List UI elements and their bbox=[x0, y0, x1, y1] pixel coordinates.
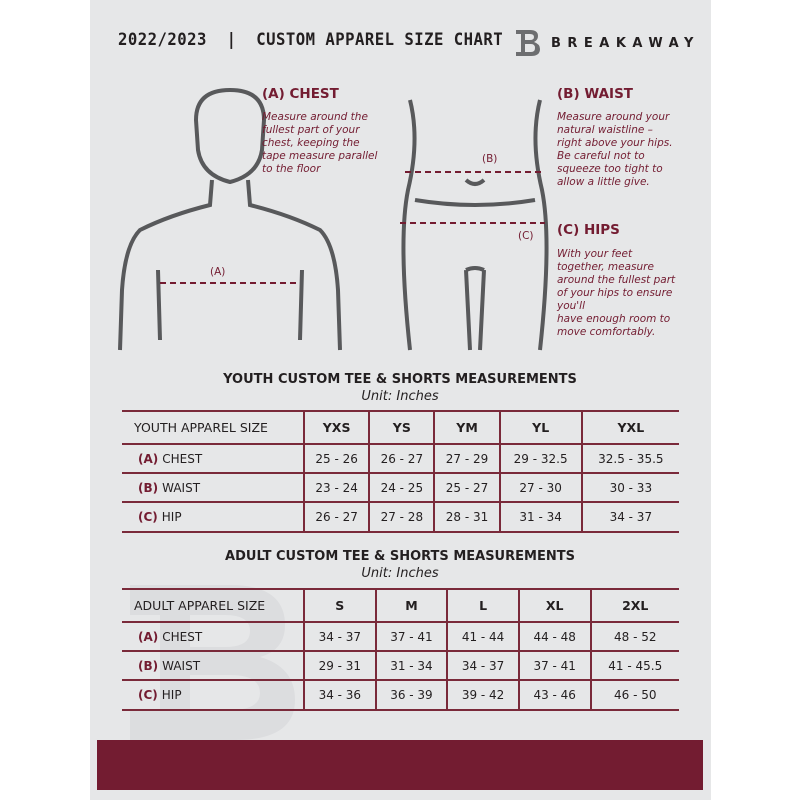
measure-label: HIP bbox=[161, 688, 182, 702]
header-cell: XL bbox=[517, 588, 591, 623]
measure-label-cell: (B) WAIST bbox=[122, 473, 304, 503]
table-row: (B) WAIST 23 - 24 24 - 25 25 - 27 27 - 30 30 -… bbox=[122, 473, 679, 503]
value-cell: 34 - 37 bbox=[580, 502, 679, 533]
table-row: (A) CHEST 25 - 26 26 - 27 27 - 29 29 - 32.5 32… bbox=[122, 444, 679, 474]
measure-tag: (B) bbox=[138, 480, 159, 495]
header-cell: YXS bbox=[302, 410, 370, 445]
page-title: 2022/2023 | CUSTOM APPAREL SIZE CHART bbox=[118, 30, 504, 50]
chest-heading: (A) CHEST bbox=[262, 86, 339, 102]
chest-description: Measure around the fullest part of your ch… bbox=[262, 111, 378, 175]
youth-table-title: YOUTH CUSTOM TEE & SHORTS MEASUREMENTS bbox=[223, 372, 577, 387]
header-cell: L bbox=[446, 588, 519, 623]
value-cell: 29 - 32.5 bbox=[498, 444, 582, 474]
value-cell: 23 - 24 bbox=[302, 473, 370, 503]
measure-tag: (C) bbox=[138, 688, 158, 702]
header-cell: YOUTH APPAREL SIZE bbox=[122, 410, 304, 445]
measure-label-cell: (C) HIP bbox=[122, 680, 304, 711]
adult-table-unit: Unit: Inches bbox=[361, 566, 439, 581]
header-cell: 2XL bbox=[589, 588, 679, 623]
table-row: (C) HIP 26 - 27 27 - 28 28 - 31 31 - 34 34 - 3… bbox=[122, 502, 679, 533]
table-header-row: YOUTH APPAREL SIZE YXS YS YM YL YXL bbox=[122, 410, 679, 445]
footer-bar bbox=[97, 740, 703, 790]
value-cell: 25 - 27 bbox=[433, 473, 500, 503]
header-cell: M bbox=[374, 588, 448, 623]
body-figures bbox=[118, 87, 549, 351]
value-cell: 37 - 41 bbox=[374, 622, 448, 652]
measure-label: WAIST bbox=[162, 658, 201, 673]
measure-label: HIP bbox=[161, 510, 182, 524]
value-cell: 34 - 37 bbox=[446, 651, 519, 681]
value-cell: 36 - 39 bbox=[374, 680, 448, 711]
brand-logo: BREAKAWAY bbox=[513, 26, 700, 60]
youth-size-table: YOUTH APPAREL SIZE YXS YS YM YL YXL (A) CHEST 25… bbox=[122, 410, 679, 533]
value-cell: 29 - 31 bbox=[303, 651, 376, 681]
header-cell: YM bbox=[433, 410, 500, 445]
breakaway-logo-icon bbox=[516, 30, 540, 56]
waist-heading: (B) WAIST bbox=[557, 86, 634, 102]
adult-table-title: ADULT CUSTOM TEE & SHORTS MEASUREMENTS bbox=[225, 549, 575, 564]
adult-size-table: ADULT APPAREL SIZE S M L XL 2XL (A) CHEST 34 - 3… bbox=[122, 588, 679, 711]
measure-label: CHEST bbox=[162, 629, 203, 644]
waist-marker: (B) bbox=[482, 153, 498, 165]
value-cell: 34 - 37 bbox=[303, 622, 376, 652]
table-row: (B) WAIST 29 - 31 31 - 34 34 - 37 37 - 41 41 -… bbox=[122, 651, 679, 681]
upper-body-figure-icon bbox=[118, 87, 342, 351]
value-cell: 28 - 31 bbox=[433, 502, 500, 533]
header-cell: YS bbox=[368, 410, 435, 445]
value-cell: 27 - 30 bbox=[498, 473, 582, 503]
measure-label-cell: (A) CHEST bbox=[122, 444, 304, 474]
value-cell: 26 - 27 bbox=[302, 502, 370, 533]
hips-heading: (C) HIPS bbox=[557, 222, 620, 238]
table-row: (A) CHEST 34 - 37 37 - 41 41 - 44 44 - 48 48 -… bbox=[122, 622, 679, 652]
value-cell: 27 - 28 bbox=[368, 502, 435, 533]
measure-tag: (A) bbox=[138, 451, 159, 466]
value-cell: 27 - 29 bbox=[433, 444, 500, 474]
table-row: (C) HIP 34 - 36 36 - 39 39 - 42 43 - 46 46 - 5… bbox=[122, 680, 679, 711]
value-cell: 34 - 36 bbox=[303, 680, 376, 711]
measure-label: WAIST bbox=[162, 480, 201, 495]
hips-description: With your feet together, measure around th… bbox=[557, 248, 676, 338]
measure-label: CHEST bbox=[162, 451, 203, 466]
value-cell: 41 - 45.5 bbox=[589, 651, 679, 681]
value-cell: 43 - 46 bbox=[517, 680, 591, 711]
value-cell: 46 - 50 bbox=[589, 680, 679, 711]
measure-tag: (A) bbox=[138, 629, 159, 644]
value-cell: 31 - 34 bbox=[374, 651, 448, 681]
value-cell: 24 - 25 bbox=[368, 473, 435, 503]
value-cell: 31 - 34 bbox=[498, 502, 582, 533]
value-cell: 44 - 48 bbox=[517, 622, 591, 652]
chest-marker: (A) bbox=[210, 266, 226, 278]
measure-label-cell: (A) CHEST bbox=[122, 622, 304, 652]
youth-table-unit: Unit: Inches bbox=[361, 389, 439, 404]
value-cell: 37 - 41 bbox=[517, 651, 591, 681]
lower-body-figure-icon bbox=[401, 99, 549, 351]
value-cell: 25 - 26 bbox=[302, 444, 370, 474]
value-cell: 39 - 42 bbox=[446, 680, 519, 711]
value-cell: 32.5 - 35.5 bbox=[580, 444, 679, 474]
hips-marker: (C) bbox=[518, 230, 534, 242]
measure-tag: (B) bbox=[138, 658, 159, 673]
measure-label-cell: (B) WAIST bbox=[122, 651, 304, 681]
header-cell: YL bbox=[498, 410, 582, 445]
value-cell: 30 - 33 bbox=[580, 473, 679, 503]
waist-description: Measure around your natural waistline – ri… bbox=[557, 111, 673, 188]
header-cell: ADULT APPAREL SIZE bbox=[122, 588, 304, 623]
header-cell: YXL bbox=[580, 410, 679, 445]
table-header-row: ADULT APPAREL SIZE S M L XL 2XL bbox=[122, 588, 679, 623]
value-cell: 41 - 44 bbox=[446, 622, 519, 652]
measure-tag: (C) bbox=[138, 510, 158, 524]
value-cell: 26 - 27 bbox=[368, 444, 435, 474]
measure-label-cell: (C) HIP bbox=[122, 502, 304, 533]
header-cell: S bbox=[303, 588, 376, 623]
value-cell: 48 - 52 bbox=[589, 622, 679, 652]
brand-name: BREAKAWAY bbox=[551, 35, 700, 51]
